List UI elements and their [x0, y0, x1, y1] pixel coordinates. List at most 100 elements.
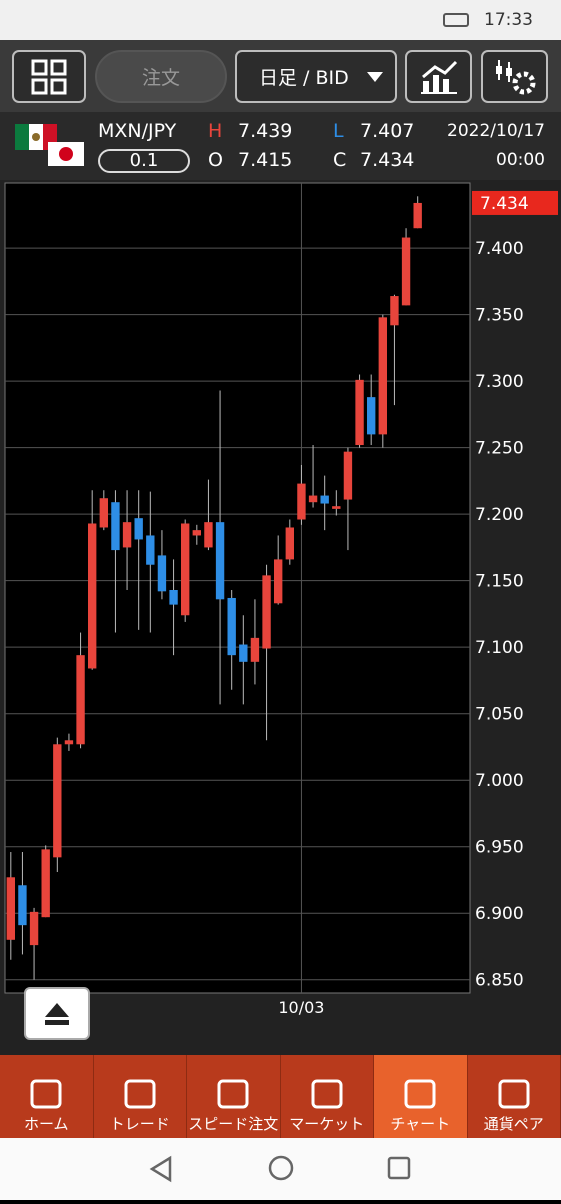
x-tick-label: 10/03 — [278, 998, 324, 1017]
open-value: 7.415 — [238, 149, 292, 171]
close-label: C — [333, 149, 346, 171]
high-label: H — [208, 120, 222, 142]
timeframe-dropdown[interactable]: 日足 / BID — [235, 50, 397, 103]
settings-icon — [493, 58, 537, 96]
candle-body — [262, 575, 270, 648]
android-nav-icons — [0, 1138, 561, 1200]
layout-button[interactable] — [12, 50, 86, 103]
candle-body — [367, 397, 375, 434]
candle-body — [379, 317, 387, 434]
nav-icon — [211, 1073, 255, 1113]
candle-body — [321, 496, 329, 504]
settings-button[interactable] — [481, 50, 548, 103]
candle-body — [355, 380, 363, 445]
candle-body — [309, 496, 317, 503]
y-tick-label: 7.000 — [475, 771, 524, 791]
candle-body — [76, 655, 84, 744]
candle-body — [251, 638, 259, 662]
y-tick-label: 6.950 — [475, 838, 524, 858]
candle-body — [344, 452, 352, 500]
candle-body — [228, 598, 236, 655]
y-tick-label: 7.300 — [475, 372, 524, 392]
collapse-button[interactable] — [24, 987, 90, 1040]
grid-icon — [31, 59, 67, 95]
candle-body — [216, 522, 224, 599]
candle-body — [297, 484, 305, 520]
candle-body — [111, 502, 119, 550]
nav-icon — [492, 1073, 536, 1113]
eject-icon — [45, 1003, 69, 1025]
y-tick-label: 7.050 — [475, 705, 524, 725]
android-nav — [0, 1138, 561, 1200]
y-tick-label: 7.250 — [475, 439, 524, 459]
lot-size[interactable]: 0.1 — [98, 149, 190, 173]
nav-item[interactable]: マーケット — [281, 1055, 375, 1138]
clock: 17:33 — [484, 10, 533, 30]
nav-item[interactable]: トレード — [94, 1055, 188, 1138]
candle-body — [239, 645, 247, 662]
open-label: O — [208, 149, 223, 171]
candle-body — [286, 527, 294, 559]
y-tick-label: 7.350 — [475, 306, 524, 326]
candle-body — [7, 877, 15, 940]
nav-item[interactable]: 通貨ペア — [468, 1055, 561, 1138]
candle-body — [193, 530, 201, 535]
candle-body — [158, 555, 166, 591]
nav-icon — [305, 1073, 349, 1113]
order-button[interactable]: 注文 — [95, 50, 227, 103]
currency-flags — [15, 124, 85, 168]
candle-body — [123, 522, 131, 547]
battery-icon — [443, 13, 469, 27]
nav-item[interactable]: チャート — [374, 1055, 468, 1138]
candle-body — [181, 523, 189, 615]
status-bar: 17:33 — [0, 0, 561, 40]
plot-area — [5, 183, 470, 993]
candle-body — [30, 912, 38, 945]
nav-label: トレード — [110, 1113, 170, 1134]
candle-body — [146, 535, 154, 564]
y-tick-label: 7.150 — [475, 572, 524, 592]
candle-body — [402, 238, 410, 306]
y-tick-label: 6.850 — [475, 971, 524, 991]
high-value: 7.439 — [238, 120, 292, 142]
bottom-nav: ホーム トレードスピード注文マーケット チャート 通貨ペア — [0, 1055, 561, 1138]
nav-label: チャート — [390, 1113, 450, 1134]
nav-item[interactable]: スピード注文 — [187, 1055, 281, 1138]
nav-label: ホーム — [24, 1113, 69, 1134]
candle-body — [100, 498, 108, 527]
candle-body — [274, 559, 282, 603]
candle-body — [332, 506, 340, 509]
y-tick-label: 7.400 — [475, 239, 524, 259]
nav-label: マーケット — [289, 1113, 364, 1134]
close-value: 7.434 — [360, 149, 414, 171]
quote-time: 00:00 — [496, 150, 545, 170]
candle-body — [65, 740, 73, 744]
candle-body — [88, 523, 96, 668]
candle-body — [53, 744, 61, 857]
y-tick-label: 7.200 — [475, 505, 524, 525]
candle-body — [18, 885, 26, 925]
candlestick-chart: 6.850 6.900 6.950 7.000 7.050 7.100 7.150 7.200… — [0, 180, 561, 1055]
indicator-button[interactable] — [405, 50, 472, 103]
low-label: L — [333, 120, 344, 142]
candle-body — [204, 522, 212, 547]
nav-icon — [398, 1073, 442, 1113]
nav-label: スピード注文 — [188, 1113, 278, 1134]
nav-label: 通貨ペア — [484, 1113, 544, 1134]
chart-icon — [419, 59, 459, 95]
dropdown-arrow — [367, 72, 383, 82]
candle-body — [169, 590, 177, 605]
last-price-label: 7.434 — [480, 194, 529, 214]
candle-body — [42, 849, 50, 917]
candle-body — [390, 296, 398, 325]
nav-icon — [118, 1073, 162, 1113]
candle-body — [414, 203, 422, 228]
y-tick-label: 6.900 — [475, 904, 524, 924]
currency-pair: MXN/JPY — [98, 120, 176, 142]
nav-icon — [24, 1073, 68, 1113]
nav-item[interactable]: ホーム — [0, 1055, 94, 1138]
quote-date: 2022/10/17 — [447, 121, 545, 141]
y-tick-label: 7.100 — [475, 638, 524, 658]
toolbar: 注文 日足 / BID — [0, 40, 561, 112]
